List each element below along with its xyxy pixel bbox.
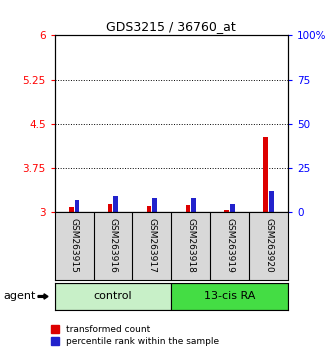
Text: GSM263915: GSM263915 xyxy=(70,218,78,273)
Bar xyxy=(224,210,229,212)
Text: agent: agent xyxy=(3,291,36,302)
Text: GSM263920: GSM263920 xyxy=(264,218,273,273)
Bar xyxy=(171,283,288,310)
Text: GSM263917: GSM263917 xyxy=(147,218,156,273)
Bar xyxy=(74,200,79,212)
Bar xyxy=(69,206,73,212)
Bar xyxy=(152,198,157,212)
Bar xyxy=(147,206,151,212)
Bar xyxy=(269,191,274,212)
Title: GDS3215 / 36760_at: GDS3215 / 36760_at xyxy=(107,20,236,33)
Text: GSM263918: GSM263918 xyxy=(186,218,195,273)
Bar xyxy=(186,205,190,212)
Text: GSM263919: GSM263919 xyxy=(225,218,234,273)
Legend: transformed count, percentile rank within the sample: transformed count, percentile rank withi… xyxy=(51,325,219,346)
Text: GSM263916: GSM263916 xyxy=(109,218,118,273)
Bar xyxy=(55,283,171,310)
Bar xyxy=(108,204,113,212)
Bar xyxy=(114,196,118,212)
Bar xyxy=(230,204,235,212)
Bar xyxy=(191,198,196,212)
Text: 13-cis RA: 13-cis RA xyxy=(204,291,255,302)
Bar xyxy=(263,137,268,212)
Text: control: control xyxy=(94,291,132,302)
